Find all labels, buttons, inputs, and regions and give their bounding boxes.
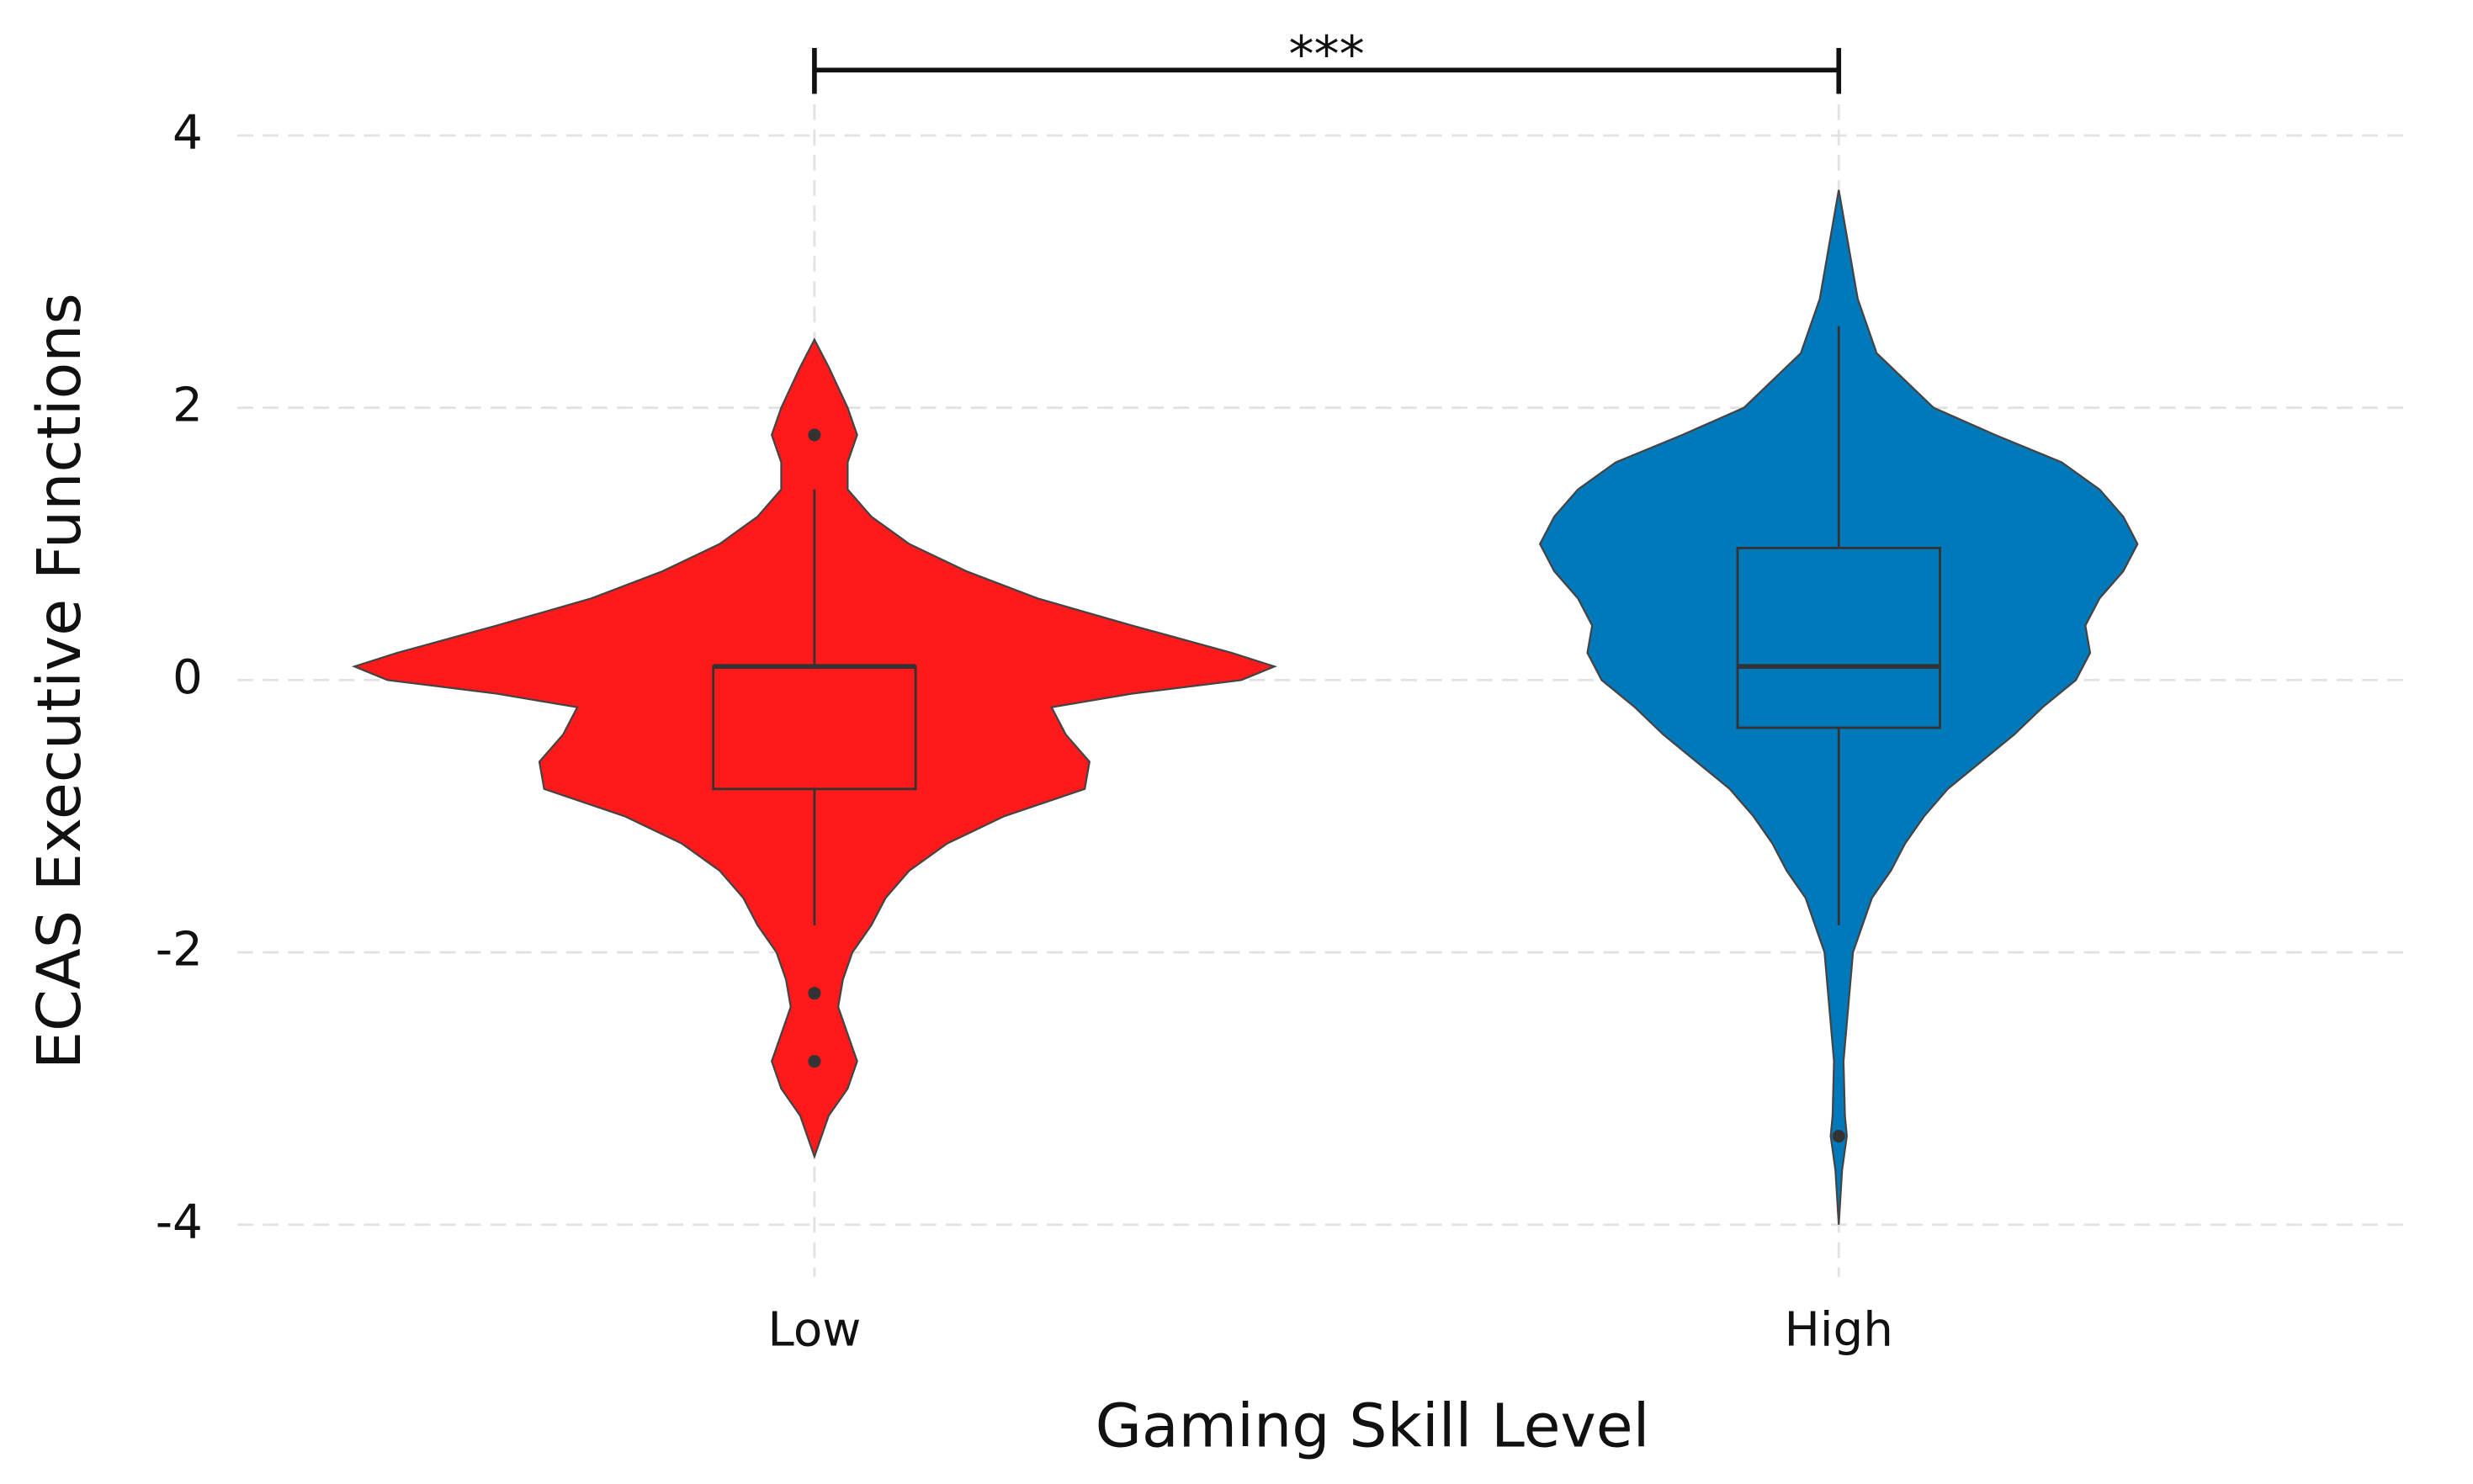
outlier [808,987,821,1000]
y-tick-label: -2 [156,923,203,978]
significance-label: *** [1288,25,1364,84]
marks [351,189,2139,1225]
box [1736,546,1941,729]
outlier [808,428,821,442]
y-tick-label: 0 [172,650,203,705]
x-tick-label: High [1784,1302,1893,1357]
box [712,665,917,791]
x-tick-label: Low [767,1302,861,1357]
outlier [808,1055,821,1068]
x-axis-title: Gaming Skill Level [1096,1391,1650,1461]
y-tick-label: 2 [172,378,203,432]
y-tick-label: 4 [172,106,203,161]
outlier [1832,1130,1845,1143]
significance-bracket [812,47,1842,94]
y-tick-label: -4 [156,1195,203,1249]
y-axis-title: ECAS Executive Functions [24,293,94,1069]
